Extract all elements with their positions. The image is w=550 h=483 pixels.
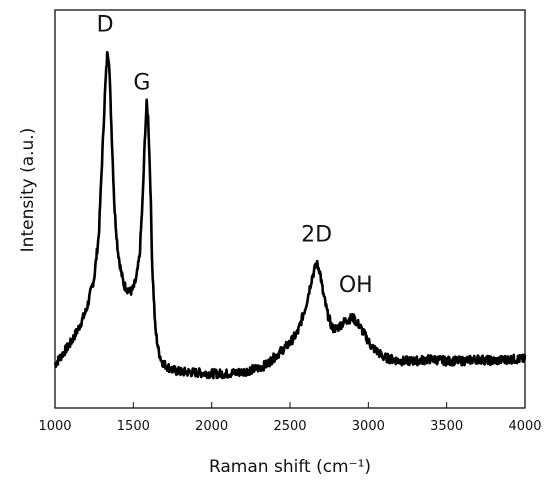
peak-label-d: D: [97, 13, 114, 38]
x-tick-label-3500: 3500: [430, 419, 463, 434]
peak-annotations: D G 2D OH: [97, 13, 373, 299]
spectrum-line: [53, 50, 527, 380]
x-tick-label-1500: 1500: [117, 419, 150, 434]
plot-frame: [54, 9, 526, 409]
y-axis-label: Intensity (a.u.): [18, 128, 38, 253]
peak-label-oh: OH: [339, 273, 373, 298]
x-tick-label-3000: 3000: [352, 419, 385, 434]
x-axis-ticks: [54, 402, 526, 408]
peak-label-2d: 2D: [301, 223, 332, 248]
x-tick-label-2000: 2000: [195, 419, 228, 434]
peak-label-g: G: [133, 71, 150, 96]
x-tick-label-1000: 1000: [38, 419, 71, 434]
x-axis-label: Raman shift (cm⁻¹): [209, 457, 371, 477]
x-tick-label-2500: 2500: [273, 419, 306, 434]
x-axis-tick-labels: 1000 1500 2000 2500 3000 3500 4000: [38, 419, 541, 434]
x-tick-label-4000: 4000: [508, 419, 541, 434]
